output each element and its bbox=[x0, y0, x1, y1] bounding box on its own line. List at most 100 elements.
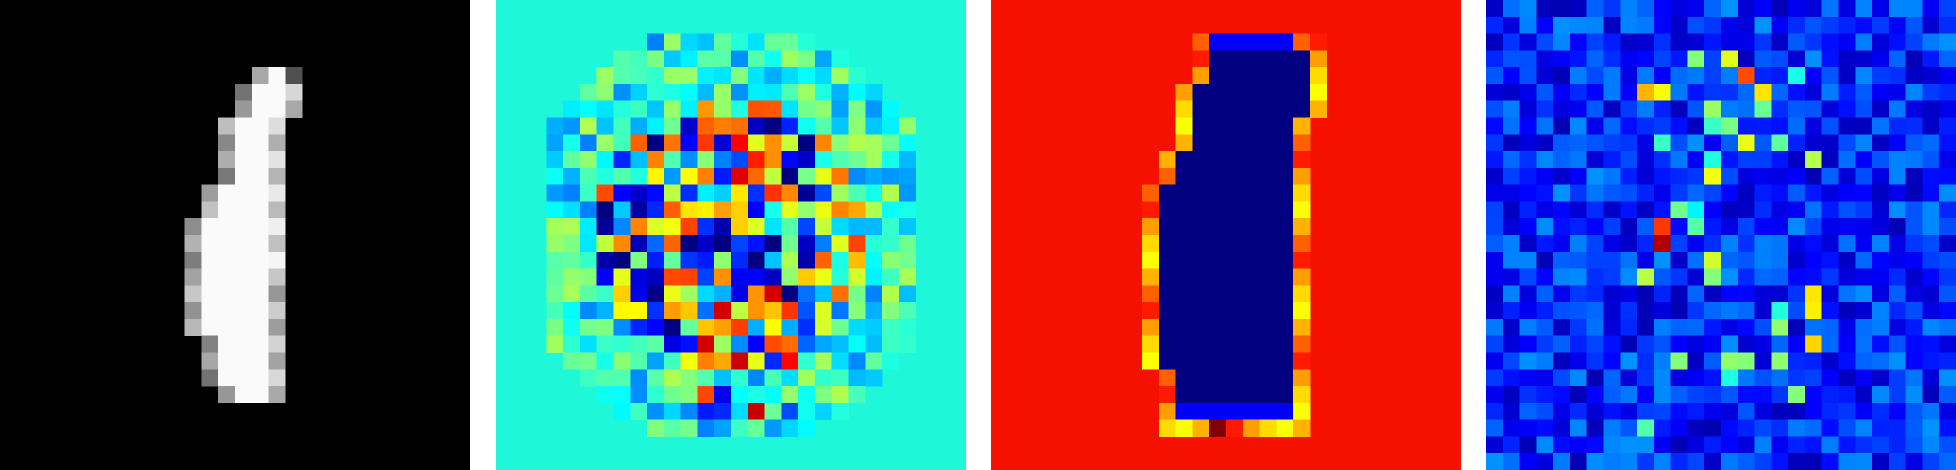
edge-cell bbox=[1175, 134, 1193, 152]
attribution-cell bbox=[579, 100, 598, 118]
attribution-cell bbox=[579, 201, 598, 219]
noise-cell bbox=[1888, 251, 1906, 269]
edge-cell bbox=[1309, 83, 1328, 102]
noise-cell bbox=[1670, 453, 1688, 470]
edge-cell bbox=[1259, 100, 1277, 118]
noise-cell bbox=[1821, 0, 1839, 18]
digit-pixel bbox=[201, 184, 219, 202]
attribution-cell bbox=[898, 117, 916, 135]
attribution-cell bbox=[546, 218, 564, 236]
attribution-cell bbox=[781, 268, 799, 286]
edge-cell bbox=[1192, 318, 1210, 337]
noise-cell bbox=[1888, 134, 1906, 152]
attribution-cell bbox=[848, 369, 866, 387]
attribution-cell bbox=[663, 117, 681, 135]
noise-cell bbox=[1502, 318, 1520, 337]
noise-cell bbox=[1603, 117, 1621, 135]
edge-cell bbox=[1209, 285, 1227, 303]
attribution-cell bbox=[563, 184, 581, 202]
noise-cell bbox=[1603, 50, 1621, 68]
edge-cell bbox=[1175, 167, 1193, 185]
noise-cell bbox=[1804, 386, 1823, 404]
noise-cell bbox=[1721, 419, 1739, 437]
digit-pixel bbox=[268, 83, 286, 102]
attribution-cell bbox=[647, 50, 665, 68]
attribution-cell bbox=[680, 218, 698, 236]
noise-cell bbox=[1553, 67, 1571, 85]
noise-cell bbox=[1704, 50, 1722, 68]
noise-cell bbox=[1519, 369, 1537, 387]
noise-cell bbox=[1721, 453, 1739, 470]
attribution-cell bbox=[714, 369, 732, 387]
noise-cell bbox=[1653, 419, 1671, 437]
noise-cell bbox=[1670, 402, 1688, 420]
digit-pixel bbox=[184, 268, 202, 286]
noise-cell bbox=[1838, 352, 1856, 370]
attribution-cell bbox=[630, 67, 648, 85]
noise-cell bbox=[1804, 83, 1823, 102]
noise-cell bbox=[1939, 285, 1956, 303]
noise-cell bbox=[1569, 402, 1588, 420]
attribution-cell bbox=[882, 352, 900, 370]
attribution-cell bbox=[781, 419, 799, 437]
noise-cell bbox=[1737, 302, 1755, 320]
noise-cell bbox=[1905, 285, 1923, 303]
attribution-cell bbox=[848, 184, 866, 202]
noise-cell bbox=[1905, 33, 1923, 51]
attribution-cell bbox=[781, 134, 799, 152]
noise-cell bbox=[1670, 419, 1688, 437]
attribution-cell bbox=[848, 100, 866, 118]
noise-cell bbox=[1569, 335, 1588, 353]
noise-cell bbox=[1737, 100, 1755, 118]
attribution-cell bbox=[848, 151, 866, 169]
noise-cell bbox=[1486, 268, 1504, 286]
attribution-cell bbox=[630, 184, 648, 202]
noise-cell bbox=[1855, 50, 1873, 68]
noise-cell bbox=[1821, 453, 1839, 470]
noise-cell bbox=[1838, 33, 1856, 51]
noise-cell bbox=[1939, 100, 1956, 118]
attribution-cell bbox=[613, 402, 631, 420]
digit-pixel bbox=[268, 302, 286, 320]
noise-cell bbox=[1519, 419, 1537, 437]
attribution-cell bbox=[714, 151, 732, 169]
noise-cell bbox=[1922, 335, 1940, 353]
noise-cell bbox=[1821, 67, 1839, 85]
attribution-cell bbox=[814, 302, 833, 320]
noise-cell bbox=[1771, 151, 1789, 169]
noise-cell bbox=[1653, 50, 1671, 68]
attribution-cell bbox=[781, 285, 799, 303]
attribution-cell bbox=[831, 151, 849, 169]
attribution-cell bbox=[781, 184, 799, 202]
edge-cell bbox=[1209, 419, 1227, 437]
digit-pixel bbox=[268, 335, 286, 353]
noise-cell bbox=[1939, 235, 1956, 253]
attribution-cell bbox=[579, 235, 598, 253]
noise-cell bbox=[1519, 50, 1537, 68]
attribution-cell bbox=[714, 285, 732, 303]
attribution-cell bbox=[613, 318, 631, 337]
attribution-cell bbox=[882, 285, 900, 303]
noise-cell bbox=[1788, 369, 1806, 387]
noise-cell bbox=[1536, 151, 1554, 169]
noise-cell bbox=[1687, 0, 1705, 18]
attribution-cell bbox=[613, 285, 631, 303]
noise-cell bbox=[1670, 83, 1688, 102]
edge-cell bbox=[1209, 33, 1227, 51]
edge-cell bbox=[1192, 369, 1210, 387]
noise-cell bbox=[1855, 453, 1873, 470]
noise-cell bbox=[1502, 352, 1520, 370]
digit-pixel bbox=[235, 134, 253, 152]
digit-pixel bbox=[285, 83, 303, 102]
attribution-cell bbox=[882, 235, 900, 253]
edge-cell bbox=[1142, 235, 1160, 253]
noise-cell bbox=[1502, 0, 1520, 18]
attribution-cell bbox=[747, 335, 765, 353]
noise-cell bbox=[1486, 302, 1504, 320]
noise-cell bbox=[1905, 134, 1923, 152]
edge-cell bbox=[1142, 285, 1160, 303]
noise-cell bbox=[1519, 67, 1537, 85]
attribution-cell bbox=[882, 117, 900, 135]
noise-cell bbox=[1687, 386, 1705, 404]
noise-cell bbox=[1519, 436, 1537, 454]
